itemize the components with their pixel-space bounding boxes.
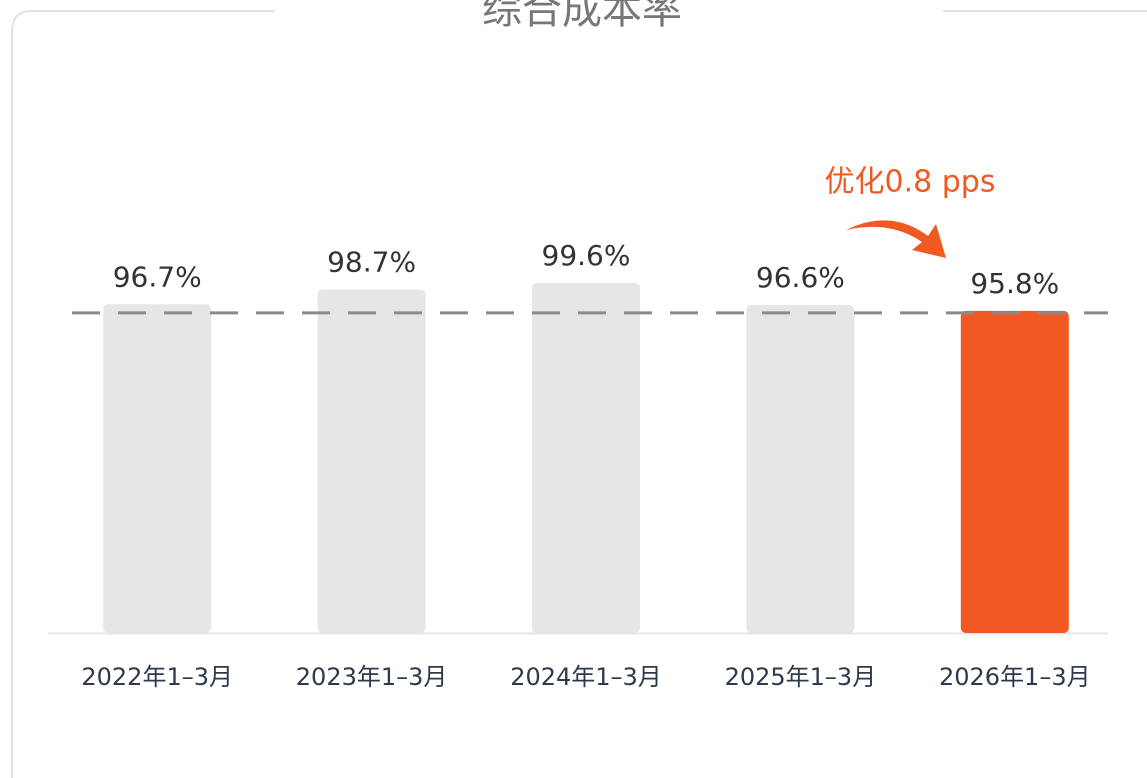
annotation-arrow: [846, 220, 946, 258]
x-tick-label: 2025年1–3月: [725, 663, 877, 691]
value-label: 95.8%: [970, 267, 1059, 300]
chart-title: 综合成本率: [482, 0, 682, 33]
x-tick-label: 2022年1–3月: [81, 663, 233, 691]
value-label: 96.6%: [756, 261, 845, 294]
bar: [960, 310, 1069, 633]
bar: [317, 289, 426, 633]
x-tick-label: 2023年1–3月: [296, 663, 448, 691]
value-label: 99.6%: [542, 239, 631, 272]
x-tick-label: 2024年1–3月: [510, 663, 662, 691]
x-tick-label: 2026年1–3月: [939, 663, 1091, 691]
bar: [746, 305, 855, 633]
value-label: 98.7%: [327, 246, 416, 279]
bar: [103, 304, 212, 633]
bar: [532, 282, 640, 633]
annotation: 优化0.8 pps: [825, 165, 996, 200]
frame: [11, 10, 275, 778]
value-label: 96.7%: [113, 260, 202, 293]
